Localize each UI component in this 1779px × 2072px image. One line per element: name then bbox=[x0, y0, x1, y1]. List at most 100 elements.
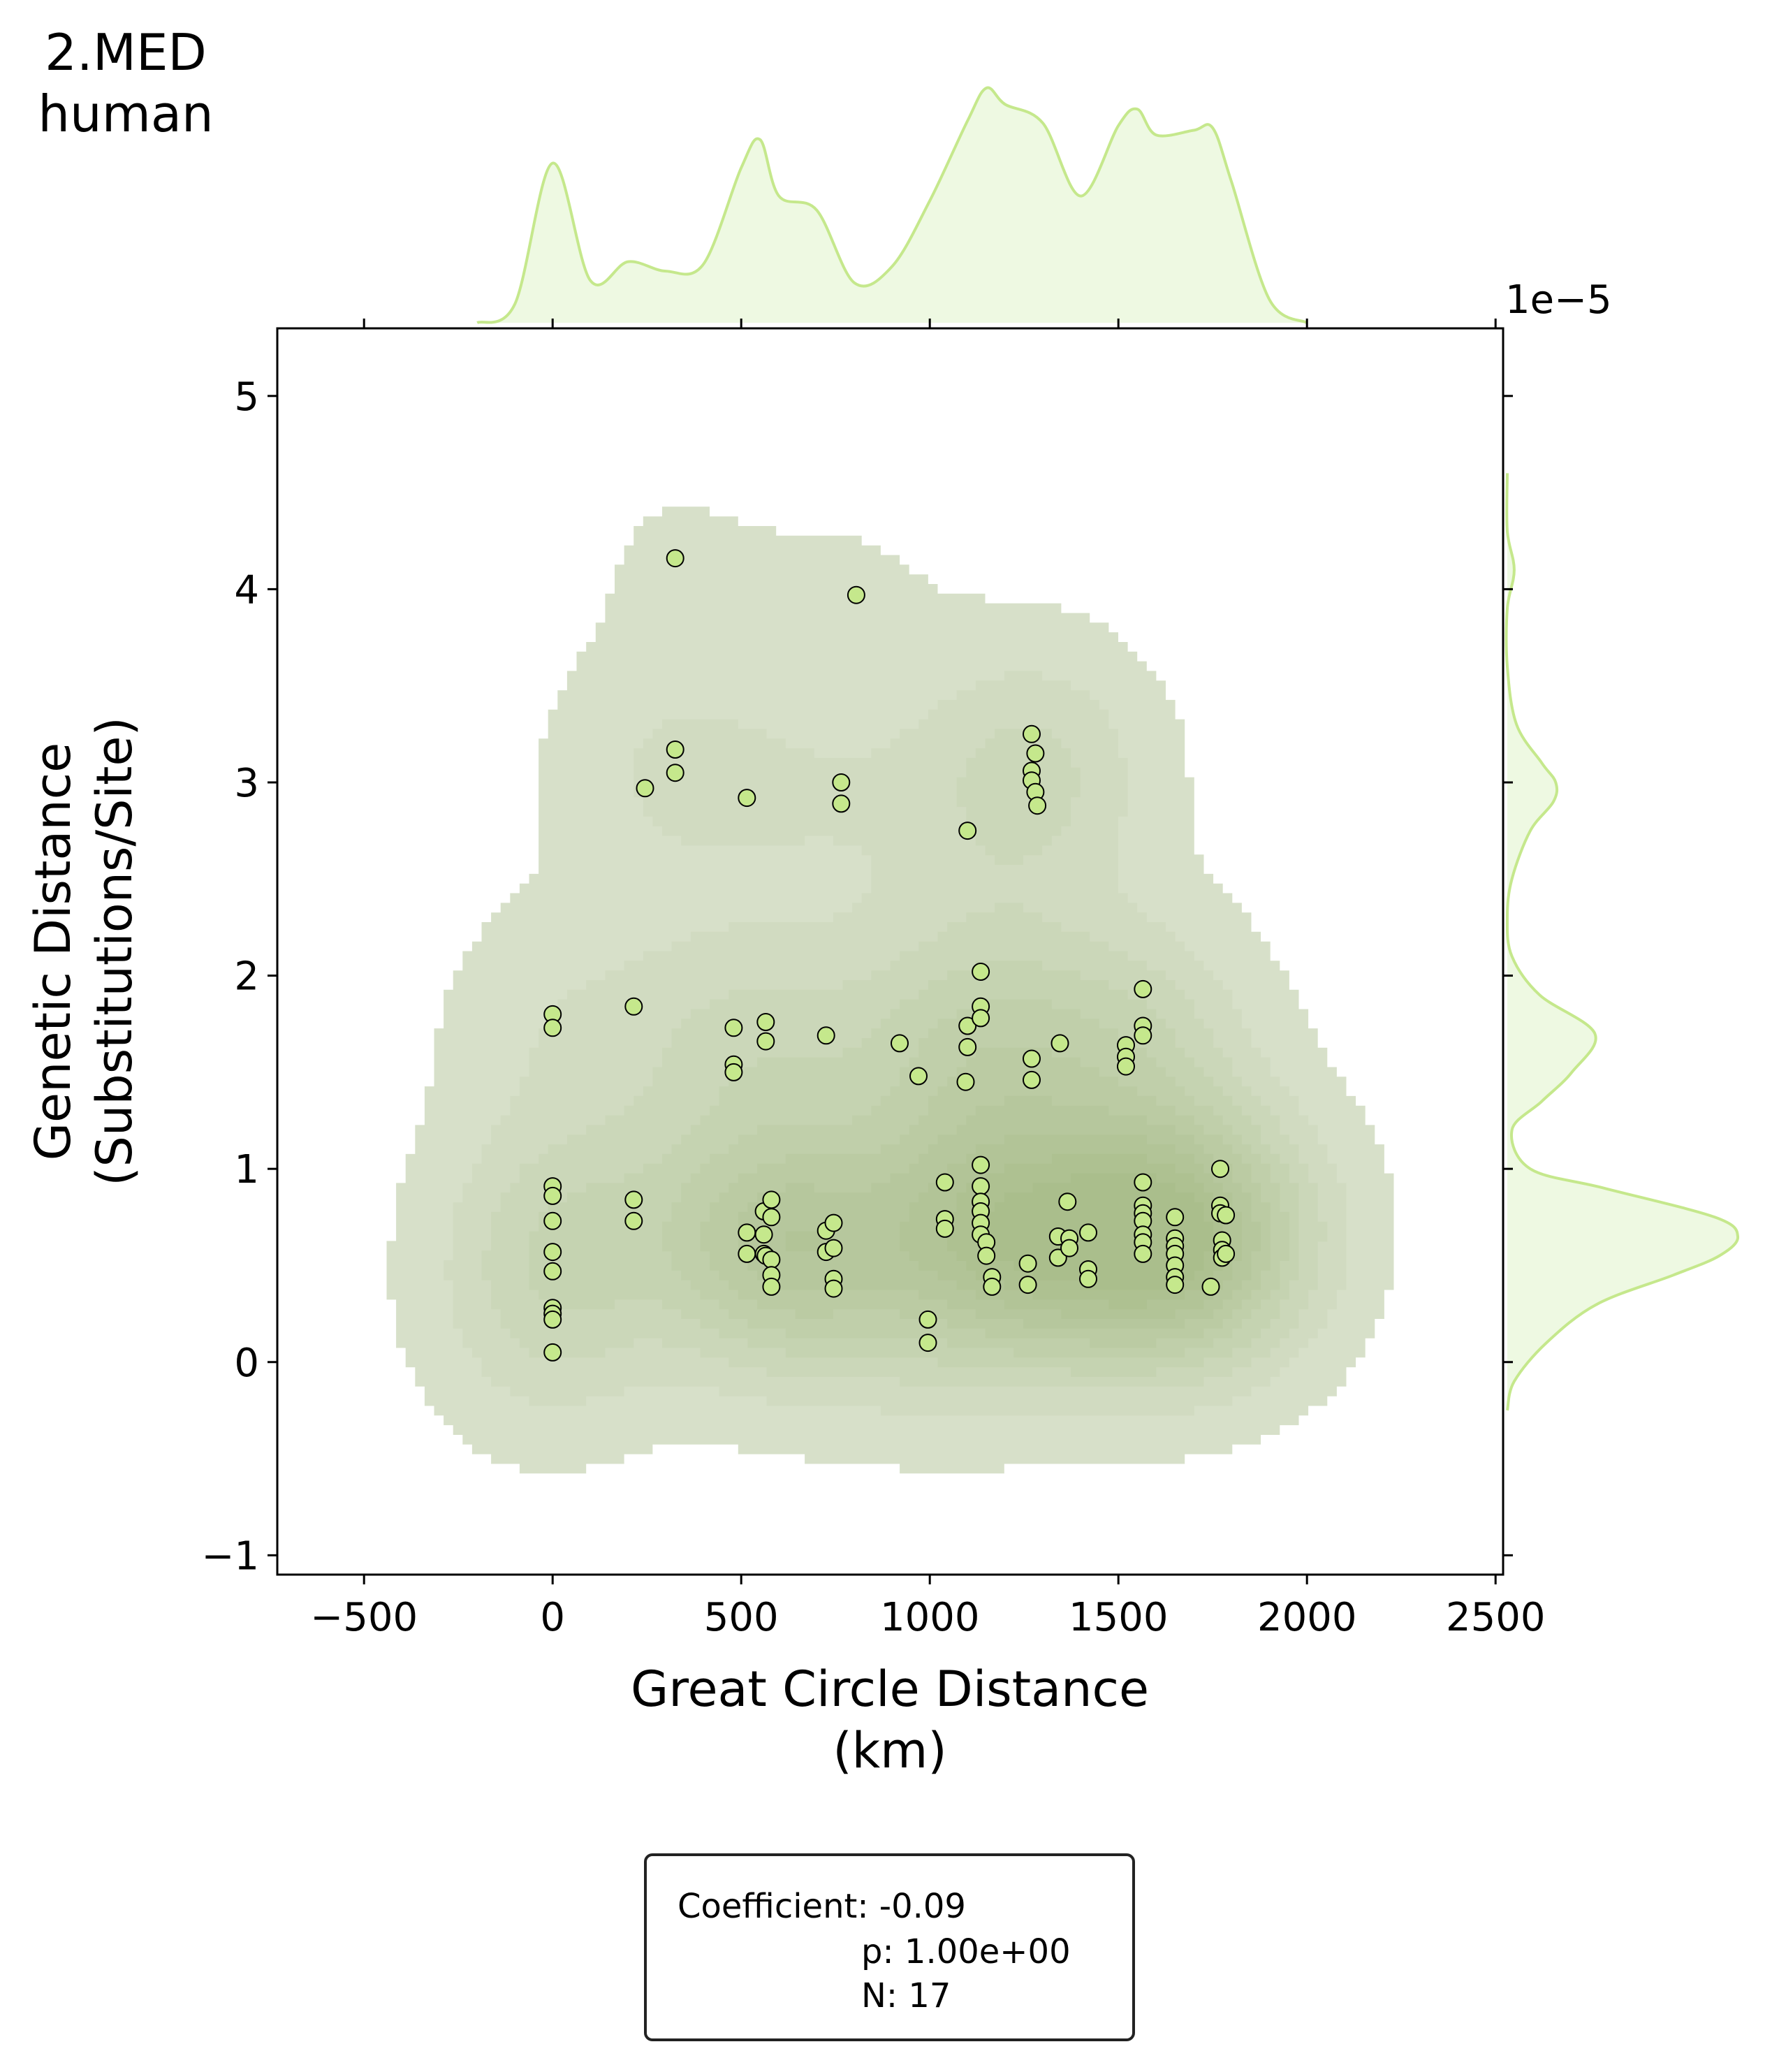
y-axis-label-line-1: Genetic Distance bbox=[24, 743, 82, 1160]
scatter-point bbox=[738, 1244, 756, 1263]
scatter-point bbox=[1050, 1034, 1069, 1053]
scatter-point bbox=[724, 1063, 743, 1081]
y-tick-label: 5 bbox=[234, 374, 259, 420]
scatter-point bbox=[666, 740, 684, 759]
stats-coefficient: Coefficient: -0.09 bbox=[678, 1887, 966, 1926]
kde-level bbox=[785, 1135, 1242, 1319]
scatter-point bbox=[762, 1277, 781, 1296]
scatter-points bbox=[543, 549, 1236, 1362]
scatter-point bbox=[918, 1310, 937, 1329]
y-tick-label: 4 bbox=[234, 567, 259, 613]
scatter-point bbox=[543, 1243, 562, 1262]
scatter-point bbox=[738, 1223, 756, 1242]
kde-contours bbox=[386, 506, 1394, 1474]
scatter-point bbox=[972, 1177, 990, 1196]
figure-title: 2.MED human bbox=[38, 23, 213, 143]
scatter-point bbox=[666, 549, 684, 568]
x-tick-label: −500 bbox=[310, 1595, 418, 1640]
scatter-point bbox=[624, 1211, 643, 1230]
scatter-point bbox=[1028, 796, 1047, 815]
scatter-point bbox=[636, 779, 654, 798]
scatter-point bbox=[918, 1334, 937, 1352]
marginal-x-density bbox=[476, 86, 1308, 324]
scatter-point bbox=[1134, 1173, 1152, 1192]
marginal-y-density bbox=[1505, 473, 1740, 1411]
scatter-point bbox=[724, 1019, 743, 1037]
scatter-point bbox=[1026, 744, 1045, 763]
scatter-point bbox=[666, 764, 684, 782]
x-tick-label: 2000 bbox=[1257, 1595, 1357, 1640]
scatter-point bbox=[624, 997, 643, 1016]
y-axis-label-line-2: (Substitutions/Site) bbox=[86, 717, 143, 1186]
scatter-point bbox=[983, 1277, 1002, 1296]
scatter-point bbox=[847, 585, 865, 604]
scatter-point bbox=[756, 1032, 775, 1051]
stats-box: Coefficient: -0.09 p: 1.00e+00 N: 17 bbox=[644, 1853, 1135, 2041]
scatter-point bbox=[1166, 1276, 1185, 1294]
scatter-point bbox=[832, 773, 851, 791]
kde-level bbox=[738, 1095, 1261, 1329]
y-tick-label: 2 bbox=[234, 954, 259, 1000]
scatter-point bbox=[1134, 1244, 1152, 1263]
scatter-point bbox=[824, 1279, 843, 1298]
scatter-point bbox=[1211, 1160, 1229, 1179]
scatter-point bbox=[1018, 1276, 1037, 1294]
scatter-point bbox=[1117, 1057, 1135, 1076]
stats-box-frame bbox=[644, 1853, 1135, 2041]
title-line-2: human bbox=[38, 85, 213, 143]
scatter-point bbox=[543, 1310, 562, 1329]
marginal-x-fill bbox=[477, 87, 1308, 323]
x-tick-label: 0 bbox=[540, 1595, 565, 1640]
scatter-point bbox=[624, 1190, 643, 1209]
scatter-point bbox=[891, 1034, 909, 1053]
scatter-point bbox=[762, 1208, 781, 1227]
y-axis-ticks: −1 0 1 2 3 4 5 bbox=[201, 374, 1513, 1579]
scatter-point bbox=[738, 789, 756, 808]
scatter-point bbox=[1058, 1192, 1077, 1211]
scatter-point bbox=[817, 1026, 835, 1045]
scatter-point bbox=[543, 1019, 562, 1037]
kde-level bbox=[481, 729, 1328, 1387]
scatter-point bbox=[762, 1250, 781, 1269]
scatter-point bbox=[1023, 1049, 1041, 1068]
scatter-point bbox=[972, 1155, 990, 1174]
scatter-point bbox=[1134, 1026, 1152, 1045]
title-line-1: 2.MED bbox=[45, 23, 207, 82]
scatter-point bbox=[1023, 1070, 1041, 1089]
stats-p-value: p: 1.00e+00 bbox=[861, 1932, 1071, 1971]
scatter-point bbox=[1018, 1254, 1037, 1273]
plot-frame bbox=[276, 327, 1505, 1576]
scatter-point bbox=[972, 1009, 990, 1028]
x-axis-ticks: −500 0 500 1000 1500 2000 2500 bbox=[310, 319, 1545, 1640]
scatter-point bbox=[543, 1186, 562, 1205]
x-tick-label: 2500 bbox=[1446, 1595, 1546, 1640]
scatter-point bbox=[1023, 724, 1041, 743]
x-axis-label-line-1: Great Circle Distance bbox=[631, 1661, 1149, 1718]
scatter-point bbox=[754, 1225, 773, 1244]
scatter-point bbox=[1217, 1244, 1236, 1263]
kde-level bbox=[662, 999, 1289, 1358]
y-axis-label: Genetic Distance (Substitutions/Site) bbox=[24, 717, 143, 1186]
y-tick-label: 1 bbox=[234, 1147, 259, 1192]
scatter-point bbox=[832, 794, 851, 813]
scatter-point bbox=[1134, 979, 1152, 998]
scatter-point bbox=[756, 1013, 775, 1031]
scatter-point bbox=[1079, 1223, 1097, 1242]
scatter-point bbox=[935, 1173, 954, 1192]
scatter-point bbox=[958, 822, 977, 840]
y-scale-offset: 1e−5 bbox=[1505, 277, 1612, 323]
x-axis-label-line-2: (km) bbox=[833, 1722, 946, 1779]
marginal-y-line bbox=[1505, 473, 1740, 1411]
scatter-point bbox=[909, 1067, 928, 1086]
marginal-y-fill bbox=[1506, 473, 1738, 1410]
scatter-point bbox=[958, 1016, 977, 1035]
x-tick-label: 1500 bbox=[1069, 1595, 1169, 1640]
scatter-point bbox=[972, 963, 990, 981]
scatter-point bbox=[958, 1037, 977, 1056]
scatter-point bbox=[1079, 1269, 1097, 1288]
y-tick-label: −1 bbox=[201, 1533, 259, 1579]
scatter-point bbox=[935, 1219, 954, 1238]
x-axis-label: Great Circle Distance (km) bbox=[631, 1661, 1149, 1779]
scatter-point bbox=[824, 1213, 843, 1232]
